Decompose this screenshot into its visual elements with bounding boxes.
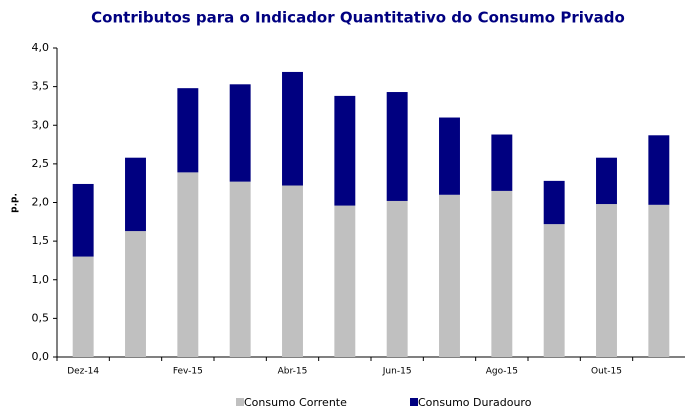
y-axis-label: p.p. — [10, 193, 20, 213]
y-tick-label: 1,5 — [32, 234, 50, 247]
legend-swatch — [236, 398, 244, 406]
bar-segment — [282, 71, 303, 186]
bar-segment — [229, 84, 251, 182]
bar-segment — [386, 92, 408, 201]
bar-segment — [386, 200, 408, 357]
bar-segment — [72, 256, 94, 357]
bar-segment — [72, 183, 94, 257]
bar-segment — [596, 157, 617, 205]
x-tick-label: Ago-15 — [486, 367, 518, 377]
bar-segment — [543, 224, 565, 357]
y-tick-label: 4,0 — [32, 41, 50, 54]
bar-segment — [543, 180, 565, 225]
x-tick-label: Dez-14 — [67, 367, 99, 377]
bar-segment — [648, 204, 670, 357]
y-tick-label: 3,5 — [32, 80, 50, 93]
x-tick-label: Out-15 — [591, 367, 622, 377]
bar-segment — [648, 135, 670, 205]
legend-swatch — [410, 398, 418, 406]
bar-segment — [177, 88, 199, 173]
y-tick-label: 2,5 — [32, 157, 50, 170]
bar-segment — [282, 185, 303, 357]
bar-segment — [177, 172, 199, 357]
x-tick-label: Abr-15 — [278, 367, 308, 377]
bar-segment — [439, 117, 460, 195]
bar-segment — [334, 95, 356, 206]
bar-segment — [491, 190, 513, 357]
legend-label: Consumo Duradouro — [418, 396, 532, 409]
x-tick-label: Jun-15 — [382, 367, 412, 377]
y-tick-label: 2,0 — [32, 196, 50, 209]
bar-segment — [125, 231, 146, 357]
bar-segment — [334, 205, 356, 357]
legend-label: Consumo Corrente — [244, 396, 347, 409]
x-tick-label: Fev-15 — [173, 367, 203, 377]
bar-segment — [439, 194, 460, 357]
y-tick-label: 0,0 — [32, 350, 50, 363]
bar-segment — [491, 134, 513, 191]
bar-segment — [229, 181, 251, 357]
y-tick-label: 1,0 — [32, 273, 50, 286]
y-tick-label: 0,5 — [32, 311, 50, 324]
chart-title: Contributos para o Indicador Quantitativ… — [91, 9, 625, 27]
bar-segment — [125, 157, 146, 232]
bar-segment — [596, 204, 617, 357]
y-tick-label: 3,0 — [32, 118, 50, 131]
